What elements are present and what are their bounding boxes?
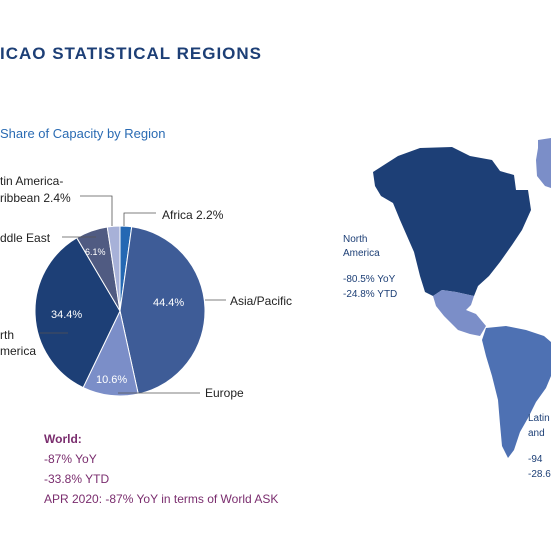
page-title: ICAO STATISTICAL REGIONS <box>0 44 263 63</box>
leader-line-africa <box>123 212 156 226</box>
map-label-latin-line-1: Latin <box>528 413 550 424</box>
pie-value-north-america: 34.4% <box>51 309 82 321</box>
pie-label-north-america-line-2: merica <box>0 344 36 358</box>
pie-slice-latin-america-caribbean <box>106 225 121 312</box>
pie-label-middle-east: ddle East <box>0 231 51 245</box>
pie-label-europe: Europe <box>205 386 244 400</box>
latin-america-map-label: Latin and -94 -28.6 <box>528 413 551 480</box>
pie-value-europe: 10.6% <box>96 374 127 386</box>
pie-label-africa: Africa 2.2% <box>162 208 224 222</box>
north-america-shape <box>373 147 531 296</box>
world-title: World: <box>44 432 82 446</box>
pie-label-asia-pacific: Asia/Pacific <box>230 294 292 308</box>
pie-outside-labels: Africa 2.2% Asia/Pacific Europe rth meri… <box>0 174 292 400</box>
map-stat-north-america-ytd: -24.8% YTD <box>343 289 397 300</box>
pie-inside-values: 44.4% 10.6% 34.4% 6.1% <box>51 247 184 386</box>
map-label-north-america-line-2: America <box>343 248 380 259</box>
pie-label-latin-america-line-1: tin America- <box>0 174 63 188</box>
map-stat-latin-ytd: -28.6 <box>528 469 551 480</box>
pie-leader-lines <box>40 195 226 394</box>
pie-value-asia-pacific: 44.4% <box>153 297 184 309</box>
map-stat-latin-yoy: -94 <box>528 454 543 465</box>
chart-title: Share of Capacity by Region <box>0 126 166 141</box>
pie-slices <box>34 225 206 397</box>
map-label-latin-line-2: and <box>528 428 545 439</box>
latin-america-shape <box>482 326 551 458</box>
central-america-shape <box>433 290 486 336</box>
world-note: APR 2020: -87% YoY in terms of World ASK <box>44 492 279 506</box>
pie-label-north-america-line-1: rth <box>0 328 14 342</box>
world-yoy: -87% YoY <box>44 452 97 466</box>
north-america-map-label: North America -80.5% YoY -24.8% YTD <box>343 234 397 300</box>
pie-slice-asia-pacific <box>119 226 206 395</box>
pie-value-middle-east: 6.1% <box>85 247 106 257</box>
world-summary: World: -87% YoY -33.8% YTD APR 2020: -87… <box>44 429 344 509</box>
americas-map <box>373 138 551 458</box>
map-label-north-america-line-1: North <box>343 234 367 245</box>
map-stat-north-america-yoy: -80.5% YoY <box>343 274 396 285</box>
world-ytd: -33.8% YTD <box>44 472 110 486</box>
leader-line-latin-america-caribbean <box>80 195 113 226</box>
pie-label-latin-america-line-2: ribbean 2.4% <box>0 191 71 205</box>
greenland-shape <box>536 138 551 188</box>
